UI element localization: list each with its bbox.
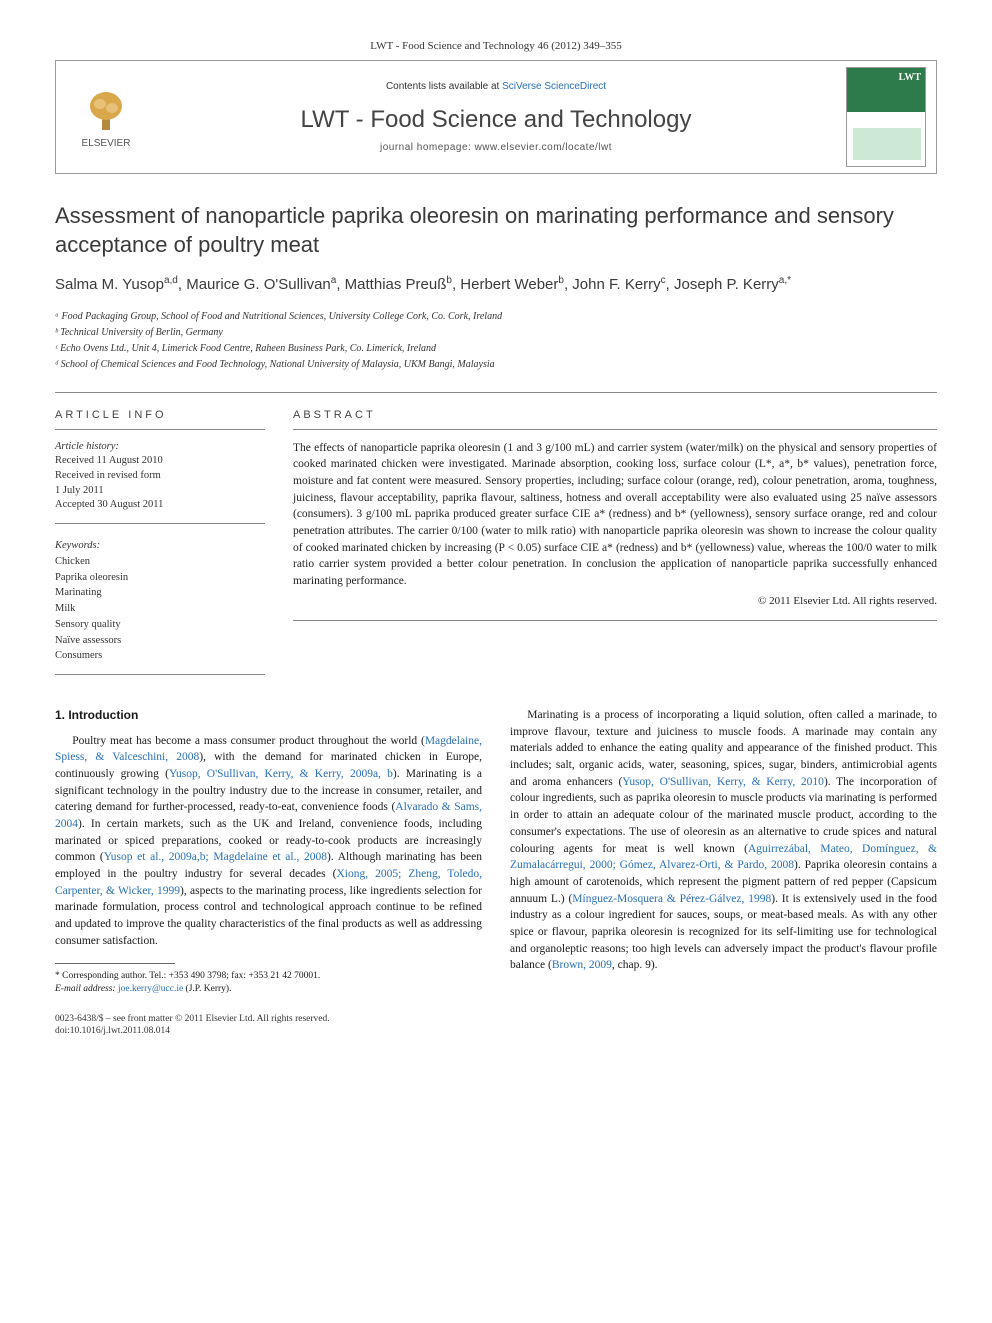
page-footer: 0023-6438/$ – see front matter © 2011 El…	[55, 1013, 937, 1038]
keyword: Chicken	[55, 554, 265, 570]
keywords-header: Keywords:	[55, 538, 265, 554]
author-list: Salma M. Yusopa,d, Maurice G. O'Sullivan…	[55, 273, 937, 297]
affiliation-a: ᵃ Food Packaging Group, School of Food a…	[55, 309, 937, 324]
article-title: Assessment of nanoparticle paprika oleor…	[55, 202, 937, 259]
journal-header: ELSEVIER Contents lists available at Sci…	[55, 60, 937, 174]
affiliations: ᵃ Food Packaging Group, School of Food a…	[55, 309, 937, 372]
affiliation-d: ᵈ School of Chemical Sciences and Food T…	[55, 357, 937, 372]
email-suffix: (J.P. Kerry).	[183, 984, 231, 994]
keyword: Sensory quality	[55, 617, 265, 633]
intro-paragraph-1: Poultry meat has become a mass consumer …	[55, 733, 482, 950]
elsevier-tree-icon	[82, 86, 130, 134]
keyword: Paprika oleoresin	[55, 570, 265, 586]
journal-reference: LWT - Food Science and Technology 46 (20…	[55, 40, 937, 52]
contents-available-line: Contents lists available at SciVerse Sci…	[164, 81, 828, 92]
abstract-body: The effects of nanoparticle paprika oleo…	[293, 442, 937, 587]
keyword: Marinating	[55, 585, 265, 601]
footnote-separator	[55, 963, 175, 964]
doi-line: doi:10.1016/j.lwt.2011.08.014	[55, 1025, 937, 1037]
footnote-email-line: E-mail address: joe.kerry@ucc.ie (J.P. K…	[55, 983, 482, 995]
history-line: Accepted 30 August 2011	[55, 498, 265, 513]
text-run: , chap. 9).	[612, 959, 658, 971]
article-info-column: ARTICLE INFO Article history: Received 1…	[55, 409, 265, 675]
journal-name: LWT - Food Science and Technology	[164, 106, 828, 134]
footnote-corr: * Corresponding author. Tel.: +353 490 3…	[55, 970, 482, 982]
keyword: Consumers	[55, 648, 265, 664]
history-line: Received 11 August 2010	[55, 454, 265, 469]
journal-homepage[interactable]: journal homepage: www.elsevier.com/locat…	[164, 142, 828, 153]
history-line: Received in revised form	[55, 469, 265, 484]
keyword: Naïve assessors	[55, 633, 265, 649]
issn-line: 0023-6438/$ – see front matter © 2011 El…	[55, 1013, 937, 1025]
citation-link[interactable]: Yusop et al., 2009a,b; Magdelaine et al.…	[104, 851, 327, 863]
keywords-block: Keywords: Chicken Paprika oleoresin Mari…	[55, 538, 265, 675]
citation-link[interactable]: Brown, 2009	[552, 959, 612, 971]
abstract-column: ABSTRACT The effects of nanoparticle pap…	[293, 409, 937, 675]
intro-paragraph-2: Marinating is a process of incorporating…	[510, 707, 937, 974]
article-history: Article history: Received 11 August 2010…	[55, 440, 265, 524]
keyword: Milk	[55, 601, 265, 617]
body-two-column: 1. Introduction Poultry meat has become …	[55, 707, 937, 995]
abstract-label: ABSTRACT	[293, 409, 937, 430]
history-line: 1 July 2011	[55, 484, 265, 499]
sciencedirect-link[interactable]: SciVerse ScienceDirect	[502, 81, 606, 92]
journal-cover-thumbnail	[846, 67, 926, 167]
publisher-name: ELSEVIER	[82, 138, 131, 149]
cover-thumbnail-cell	[836, 61, 936, 173]
citation-link[interactable]: Yusop, O'Sullivan, Kerry, & Kerry, 2009a…	[169, 768, 393, 780]
abstract-text: The effects of nanoparticle paprika oleo…	[293, 440, 937, 621]
header-center: Contents lists available at SciVerse Sci…	[156, 61, 836, 173]
abstract-copyright: © 2011 Elsevier Ltd. All rights reserved…	[293, 594, 937, 610]
affiliation-c: ᶜ Echo Ovens Ltd., Unit 4, Limerick Food…	[55, 341, 937, 356]
publisher-logo-cell: ELSEVIER	[56, 61, 156, 173]
citation-link[interactable]: Yusop, O'Sullivan, Kerry, & Kerry, 2010	[622, 776, 824, 788]
contents-prefix: Contents lists available at	[386, 81, 502, 92]
email-link[interactable]: joe.kerry@ucc.ie	[118, 984, 183, 994]
affiliation-b: ᵇ Technical University of Berlin, German…	[55, 325, 937, 340]
corresponding-author-footnote: * Corresponding author. Tel.: +353 490 3…	[55, 970, 482, 995]
history-header: Article history:	[55, 440, 265, 455]
text-run: Poultry meat has become a mass consumer …	[72, 735, 425, 747]
article-info-label: ARTICLE INFO	[55, 409, 265, 430]
citation-link[interactable]: Mínguez-Mosquera & Pérez-Gálvez, 1998	[572, 893, 771, 905]
email-label: E-mail address:	[55, 984, 118, 994]
section-heading-intro: 1. Introduction	[55, 707, 482, 724]
